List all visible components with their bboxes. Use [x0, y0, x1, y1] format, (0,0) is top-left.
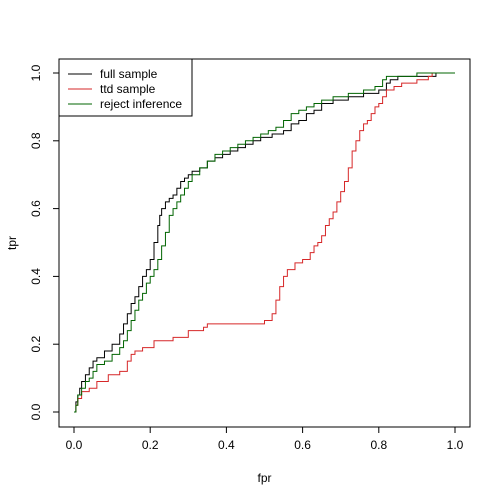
- y-tick-label: 0.0: [29, 403, 43, 420]
- y-tick-label: 0.4: [29, 268, 43, 285]
- legend-label-full-sample: full sample: [100, 67, 158, 81]
- y-tick-label: 0.6: [29, 200, 43, 217]
- y-axis-label: tpr: [5, 236, 19, 250]
- y-tick-label: 0.2: [29, 336, 43, 353]
- x-axis-label: fpr: [257, 471, 271, 485]
- y-axis: 0.0 0.2 0.4 0.6 0.8 1.0: [29, 64, 60, 420]
- x-tick-label: 1.0: [447, 438, 464, 452]
- series-line-full-sample: [74, 72, 455, 413]
- legend-label-ttd-sample: ttd sample: [100, 82, 156, 96]
- x-tick-label: 0.4: [218, 438, 235, 452]
- x-tick-label: 0.8: [370, 438, 387, 452]
- series-line-reject-inference: [74, 72, 455, 413]
- x-tick-label: 0.6: [294, 438, 311, 452]
- legend-label-reject-inference: reject inference: [100, 97, 182, 111]
- x-tick-label: 0.2: [142, 438, 159, 452]
- plot-series: [74, 72, 455, 413]
- legend-box: [58, 58, 193, 117]
- series-line-ttd-sample: [74, 72, 455, 413]
- y-tick-label: 1.0: [29, 64, 43, 81]
- x-tick-label: 0.0: [66, 438, 83, 452]
- y-tick-label: 0.8: [29, 132, 43, 149]
- x-axis: 0.0 0.2 0.4 0.6 0.8 1.0: [66, 426, 464, 452]
